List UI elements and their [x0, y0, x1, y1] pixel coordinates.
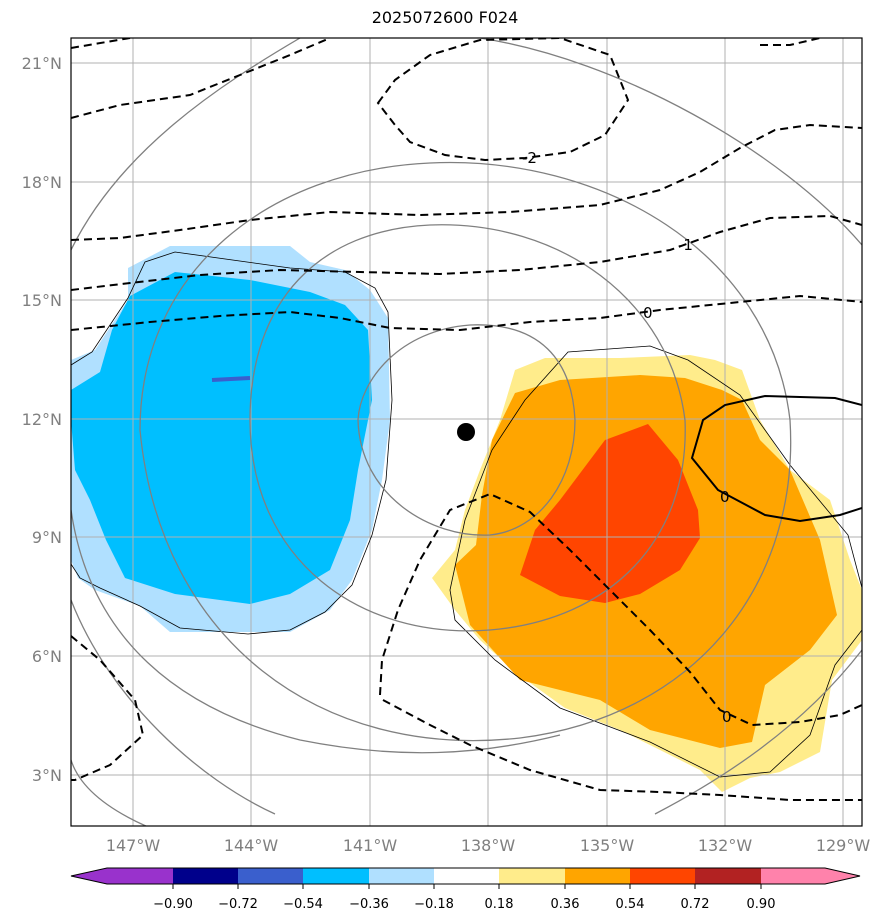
negative-anomaly-streak: [211, 376, 251, 382]
lon-label-132w: 132°W: [698, 836, 753, 855]
colorbar-min-extend: [71, 868, 107, 884]
colorbar-outline: [70, 867, 861, 885]
lon-label-129w: 129°W: [816, 836, 871, 855]
contour-label-zero-east: 0: [720, 488, 730, 506]
colorbar-tick-label: 0.36: [551, 897, 580, 912]
lat-label-15n: 15°N: [22, 291, 62, 310]
colorbar-segment-9: [630, 868, 695, 884]
colorbar-segment-1: [107, 868, 173, 884]
contour-label-zero-north: 0: [643, 304, 653, 322]
colorbar-segment-3: [238, 868, 303, 884]
lat-label-9n: 9°N: [32, 528, 62, 547]
dashed-pressure-contours: [71, 38, 862, 801]
lon-label-144w: 144°W: [224, 836, 279, 855]
colorbar-tick-label: −0.90: [153, 897, 193, 912]
contour-label-minus-1: -1: [678, 236, 693, 254]
negative-anomaly-outline: [71, 251, 393, 635]
longitude-labels: 147°W 144°W 141°W 138°W 135°W 132°W 129°…: [106, 836, 871, 855]
colorbar-tick-label: −0.18: [414, 897, 454, 912]
map-plot-area: -2 -1 0 0 0: [71, 38, 862, 826]
colorbar-segment-7: [499, 868, 565, 884]
positive-anomaly-core: [520, 424, 700, 603]
colorbar-tick-label: −0.36: [349, 897, 389, 912]
colorbar-tick-label: −0.54: [283, 897, 323, 912]
lon-label-141w: 141°W: [343, 836, 398, 855]
colorbar: −0.90 −0.72 −0.54 −0.36 −0.18 0.18 0.36 …: [70, 867, 861, 912]
background-circle-contours: [71, 38, 862, 826]
colorbar-tick-label: −0.72: [218, 897, 258, 912]
colorbar-tick-label: 0.18: [485, 897, 514, 912]
negative-anomaly-inner: [71, 272, 372, 604]
colorbar-segment-10: [695, 868, 761, 884]
map-frame: [70, 37, 863, 827]
lon-label-138w: 138°W: [461, 836, 516, 855]
contour-label-minus-2: -2: [522, 149, 537, 167]
colorbar-tick-label: 0.72: [681, 897, 710, 912]
colorbar-ticks: [172, 884, 762, 889]
lat-label-18n: 18°N: [22, 173, 62, 192]
colorbar-segment-4: [303, 868, 369, 884]
colorbar-tick-label: 0.90: [747, 897, 776, 912]
map-title: 2025072600 F024: [371, 8, 519, 27]
colorbar-segment-5: [369, 868, 434, 884]
colorbar-max-extend: [825, 868, 860, 884]
lat-label-6n: 6°N: [32, 647, 62, 666]
lon-label-135w: 135°W: [580, 836, 635, 855]
colorbar-tick-label: 0.54: [616, 897, 645, 912]
lat-label-12n: 12°N: [22, 410, 62, 429]
lat-label-3n: 3°N: [32, 766, 62, 785]
storm-center-marker: [457, 423, 475, 441]
positive-anomaly-outline: [449, 345, 862, 778]
solid-positive-contour: [690, 394, 862, 523]
lon-label-147w: 147°W: [106, 836, 161, 855]
colorbar-segment-2: [173, 868, 238, 884]
contour-label-zero-south: 0: [722, 708, 732, 726]
lat-label-21n: 21°N: [22, 54, 62, 73]
colorbar-segment-6: [434, 868, 499, 884]
colorbar-segment-8: [565, 868, 630, 884]
latitude-labels: 21°N 18°N 15°N 12°N 9°N 6°N 3°N: [22, 54, 62, 785]
colorbar-segment-11: [761, 868, 825, 884]
map-gridlines: [71, 38, 862, 826]
